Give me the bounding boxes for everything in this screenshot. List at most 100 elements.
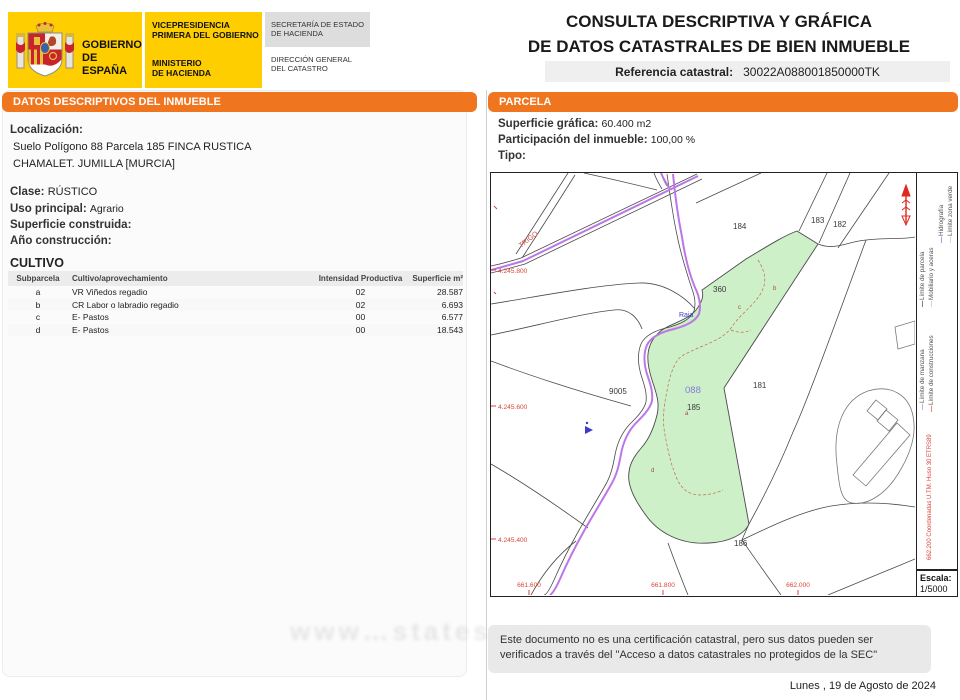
legend-label: Límite zona verde (947, 185, 954, 236)
ministry-line2: PRIMERA DEL GOBIERNO (152, 30, 259, 40)
map-canvas: 184 183 182 360 181 185 186 9005 088 b c… (490, 172, 916, 596)
section-header-parcela: PARCELA (488, 92, 958, 112)
reference-label: Referencia catastral: (615, 64, 734, 79)
legend-item-limite-parcela: — Límite de parcela (919, 252, 926, 307)
participacion-label: Participación del inmueble: (498, 134, 648, 146)
coord-y-4245800: 4.245.800 (498, 268, 528, 275)
tipo-label: Tipo: (498, 150, 526, 162)
ministry-block: VICEPRESIDENCIA PRIMERA DEL GOBIERNO MIN… (145, 12, 262, 88)
escala-value: 1/5000 (920, 584, 948, 594)
subparcel-c: c (738, 305, 741, 311)
cell-intensidad: 00 (355, 312, 366, 323)
cadastral-map[interactable]: 184 183 182 360 181 185 186 9005 088 b c… (490, 172, 917, 597)
parcel-label-9005: 9005 (609, 387, 627, 396)
localizacion-line1: Suelo Polígono 88 Parcela 185 FINCA RUST… (13, 141, 252, 153)
coord-y-4245400: 4.245.400 (498, 537, 528, 544)
parcel-label-184: 184 (733, 222, 747, 231)
parcel-label-183: 183 (811, 216, 825, 225)
parcel-label-360: 360 (713, 285, 727, 294)
coord-x-661600: 661.600 (517, 582, 541, 589)
uso-label: Uso principal: (10, 203, 87, 215)
parcel-185-polygon[interactable] (628, 230, 819, 544)
superficie-grafica-label: Superficie gráfica: (498, 118, 599, 130)
parcel-label-186: 186 (734, 539, 748, 548)
clase-row: Clase: RÚSTICO (10, 186, 97, 198)
superficie-construida-label: Superficie construida: (10, 219, 132, 231)
direccion-line2: DEL CATASTRO (271, 64, 328, 73)
cultivo-table: Subparcela Cultivo/aprovechamiento Inten… (8, 271, 463, 336)
superficie-construida-row: Superficie construida: (10, 219, 131, 231)
legend-item-hidrografia: — Hidrografía (938, 205, 945, 243)
cell-subparcela: a (35, 287, 41, 298)
map-legend (916, 172, 958, 597)
col-cultivo: Cultivo/aprovechamiento (72, 274, 168, 283)
legend-item-limite-manzana: — Límite de manzana (919, 349, 926, 410)
cell-superficie: 28.587 (437, 287, 463, 298)
stream-flow-arrow (585, 421, 593, 434)
legend-label: Mobiliario y aceras (928, 247, 935, 300)
table-row: d E- Pastos 00 18.543 (8, 323, 463, 336)
direccion-line1: DIRECCIÓN GENERAL (271, 55, 353, 64)
col-superficie: Superficie m² (412, 274, 463, 283)
escala-label: Escala: (920, 573, 952, 583)
clase-value: RÚSTICO (47, 186, 98, 198)
secretaria-box: SECRETARÍA DE ESTADO DE HACIENDA (265, 12, 370, 47)
cell-cultivo: VR Viñedos regadio (72, 287, 148, 298)
document-title-line1: CONSULTA DESCRIPTIVA Y GRÁFICA (565, 12, 873, 31)
spain-coat-of-arms-icon (16, 22, 74, 77)
hidrografia-line-swatch: — (938, 237, 945, 243)
manzana-limit-lines (490, 172, 702, 596)
col-intensidad: Intensidad Productiva (318, 274, 403, 283)
parcel-label-182: 182 (833, 220, 847, 229)
cell-cultivo: E- Pastos (72, 312, 109, 323)
logo-text: GOBIERNO DE ESPAÑA (82, 39, 142, 78)
legend-label: Límite de manzana (919, 349, 926, 403)
section-header-datos-descriptivos: DATOS DESCRIPTIVOS DEL INMUEBLE (2, 92, 477, 112)
col-subparcela: Subparcela (16, 274, 60, 283)
document-title-line2: DE DATOS CATASTRALES DE BIEN INMUEBLE (527, 37, 911, 56)
cell-intensidad: 02 (355, 299, 366, 310)
cell-subparcela: d (35, 324, 41, 335)
disclaimer-text: Este documento no es una certificación c… (500, 634, 878, 661)
coordinate-labels: 4.245.800 4.245.600 4.245.400 661.600 66… (498, 268, 810, 589)
anio-construccion-label: Año construcción: (10, 235, 112, 247)
table-row: c E- Pastos 00 6.577 (8, 311, 463, 324)
logo-line2: DE ESPAÑA (82, 52, 128, 77)
cell-intensidad: 00 (355, 324, 366, 335)
vicepresidencia-text: VICEPRESIDENCIA PRIMERA DEL GOBIERNO (152, 20, 259, 40)
coord-x-662000: 662.000 (786, 582, 810, 589)
parcela-line-swatch: — (919, 301, 926, 307)
anio-construccion-row: Año construcción: (10, 235, 112, 247)
government-logo-block: GOBIERNO DE ESPAÑA (8, 12, 142, 88)
escala-divider (916, 569, 958, 571)
parcel-number-labels: 184 183 182 360 181 185 186 9005 (609, 216, 847, 548)
disclaimer-box: Este documento no es una certificación c… (488, 625, 931, 673)
reference-value: 30022A088001850000TK (743, 64, 880, 79)
cell-superficie: 18.543 (437, 324, 463, 335)
cultivo-title: CULTIVO (10, 256, 64, 270)
localizacion-label: Localización: (10, 124, 83, 136)
mobiliario-line-swatch: — (928, 301, 935, 307)
stream-name-label: Raja (679, 312, 694, 319)
manzana-line-swatch: — (919, 404, 926, 410)
cell-subparcela: b (35, 299, 41, 310)
localizacion-line2: CHAMALET. JUMILLA [MURCIA] (13, 158, 175, 170)
secretaria-line2: DE HACIENDA (271, 29, 323, 38)
construcciones-line-swatch: — (928, 406, 935, 412)
legend-item-zona-verde: — Límite zona verde (947, 186, 954, 243)
parcela-title: PARCELA (499, 96, 552, 108)
superficie-grafica-value: 60.400 m2 (601, 118, 652, 130)
logo-line1: GOBIERNO (82, 39, 142, 51)
cell-subparcela: c (35, 312, 41, 323)
cell-cultivo: E- Pastos (72, 324, 109, 335)
ministerio-text: MINISTERIO DE HACIENDA (152, 58, 211, 78)
uso-value: Agrario (89, 203, 124, 215)
parcel-label-185: 185 (687, 403, 701, 412)
polygon-code-088: 088 (685, 385, 701, 396)
legend-item-limite-construcciones: — Límite de construcciones (928, 335, 935, 412)
subparcel-boundaries (663, 259, 766, 496)
legend-label: Límite de parcela (919, 251, 926, 300)
coord-y-4245600: 4.245.600 (498, 404, 528, 411)
ministry-line4: DE HACIENDA (152, 68, 212, 78)
